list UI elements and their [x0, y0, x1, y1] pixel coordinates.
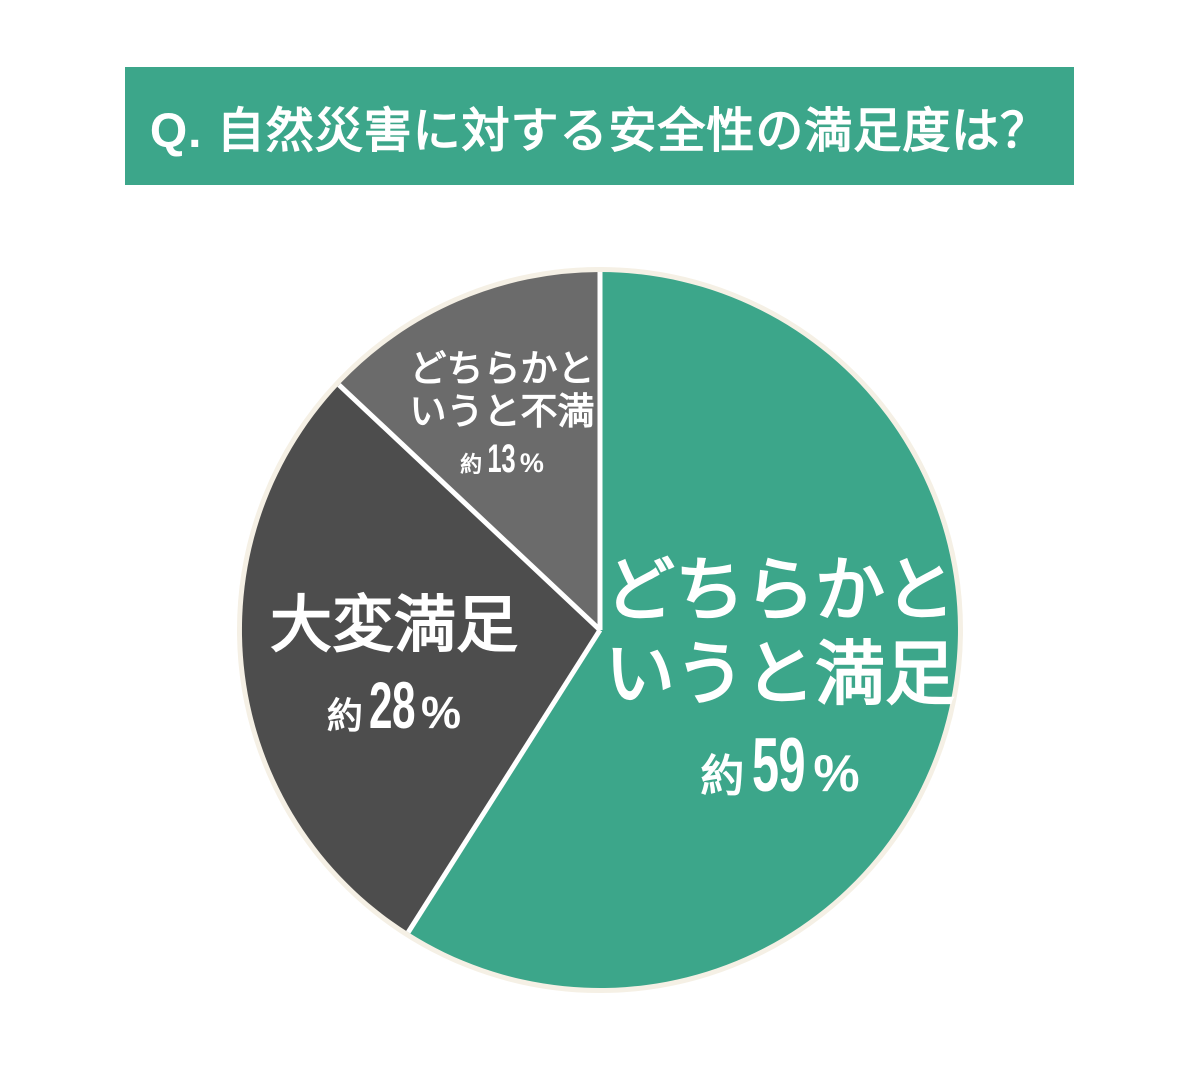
pie-slice-2 — [339, 272, 600, 630]
slice-separator-line — [337, 383, 602, 632]
pie-slices — [241, 272, 958, 989]
pie-slice-1 — [241, 384, 601, 933]
question-banner: Q. 自然災害に対する安全性の満足度は？ — [125, 67, 1074, 185]
slice-separator-line — [406, 628, 603, 934]
question-title: Q. 自然災害に対する安全性の満足度は？ — [149, 105, 1050, 158]
pie-slice-0 — [408, 272, 958, 989]
pie-halo-ring — [237, 267, 963, 993]
pie-separators — [337, 272, 603, 934]
